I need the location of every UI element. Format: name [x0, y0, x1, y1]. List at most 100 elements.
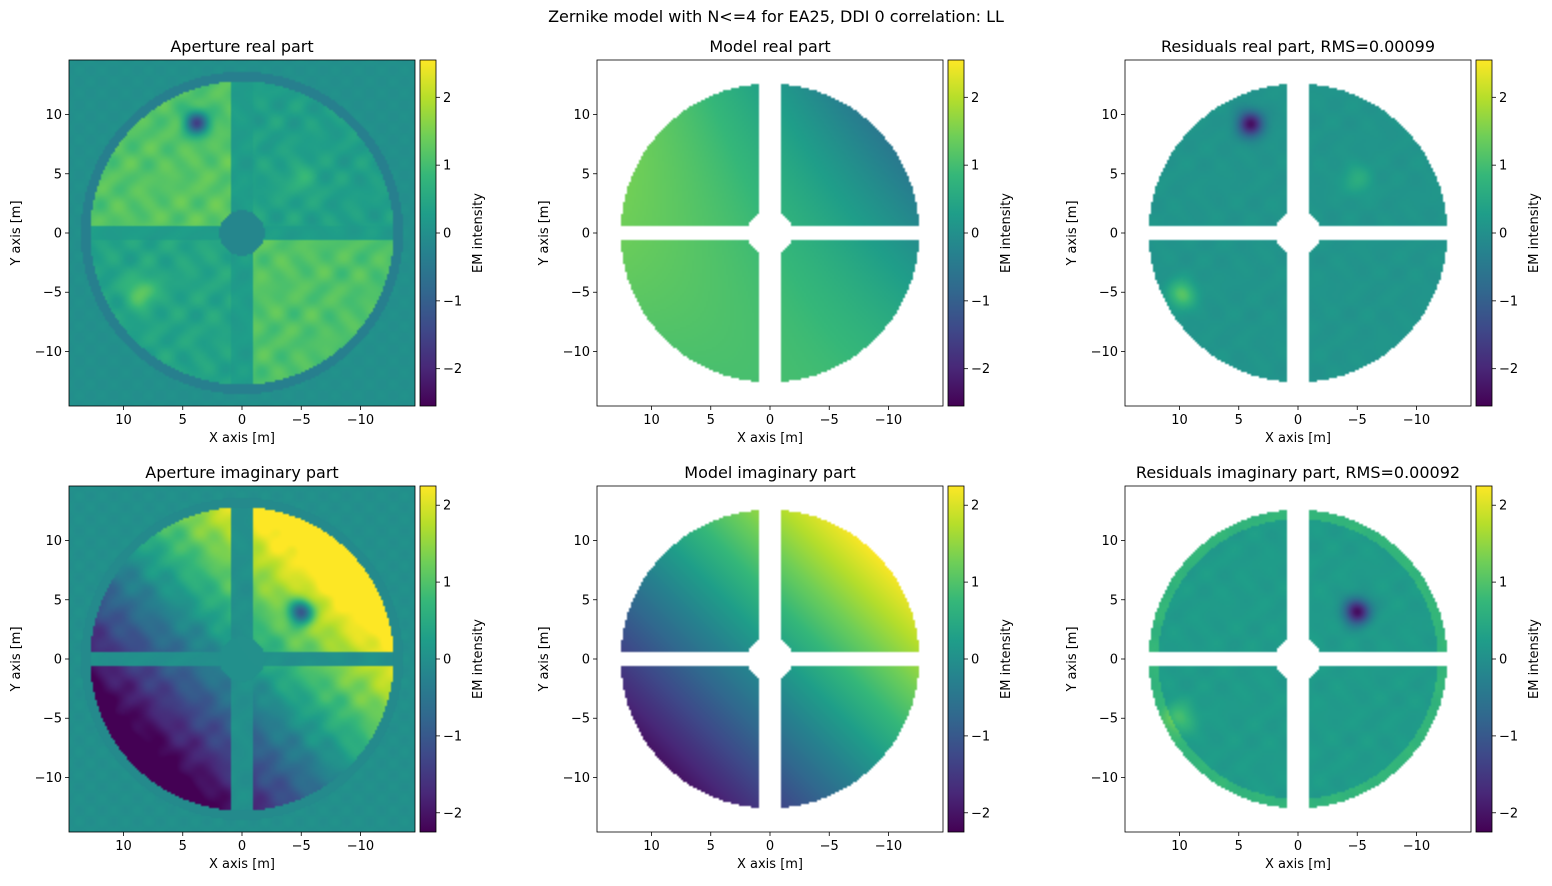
x-tick-label: 5 — [179, 413, 187, 428]
x-tick-label: −10 — [347, 839, 374, 854]
panel-model-imag: Model imaginary part 10 5 0 −5 −10 10 5 0 −5 −10 X … — [528, 462, 1048, 882]
colorbar-tick-label: 0 — [971, 653, 979, 668]
x-axis-label: X axis [m] — [1265, 431, 1331, 446]
x-tick-label: 0 — [766, 413, 774, 428]
colorbar-tick-label: 1 — [971, 576, 979, 591]
x-tick-label: −10 — [875, 839, 902, 854]
y-tick-label: 10 — [573, 534, 590, 549]
y-tick-label: −10 — [1091, 345, 1118, 360]
y-tick-label: −5 — [43, 286, 62, 301]
x-tick-label: −5 — [292, 413, 311, 428]
axes-title: Residuals real part, RMS=0.00099 — [1161, 37, 1435, 56]
colorbar-tick-label: −1 — [1499, 729, 1518, 744]
y-tick-label: 5 — [1110, 167, 1118, 182]
x-tick-label: 10 — [115, 413, 132, 428]
colorbar-tick-label: 2 — [443, 91, 451, 106]
x-tick-label: 5 — [707, 413, 715, 428]
colorbar-tick-label: −2 — [443, 806, 462, 821]
panel-residuals-real: Residuals real part, RMS=0.00099 10 5 0 −5 −1… — [1056, 36, 1552, 456]
colorbar-label: EM intensity — [471, 619, 486, 699]
x-tick-label: 0 — [1294, 413, 1302, 428]
colorbar-tick-label: −1 — [1499, 294, 1518, 309]
y-tick-label: −5 — [571, 286, 590, 301]
y-tick-label: −5 — [571, 712, 590, 727]
colorbar-tick-label: −1 — [971, 294, 990, 309]
panel-aperture-imag: Aperture imaginary part 10 5 0 −5 −10 10 5 0 −5 −1… — [0, 462, 520, 882]
y-tick-label: −10 — [35, 345, 62, 360]
y-tick-label: 0 — [1110, 653, 1118, 668]
x-tick-label: −5 — [1348, 413, 1367, 428]
y-tick-label: 10 — [1101, 534, 1118, 549]
colorbar-tick-label: 0 — [971, 227, 979, 242]
colorbar-label: EM intensity — [999, 193, 1014, 273]
colorbar — [420, 486, 436, 832]
x-tick-label: −5 — [1348, 839, 1367, 854]
x-tick-label: −5 — [820, 413, 839, 428]
colorbar-tick-label: −2 — [1499, 806, 1518, 821]
heatmap-image — [69, 60, 415, 406]
y-tick-label: 10 — [45, 108, 62, 123]
axes-title: Aperture real part — [170, 37, 313, 56]
colorbar-tick-label: −1 — [443, 729, 462, 744]
colorbar-tick-label: 1 — [1499, 576, 1507, 591]
y-tick-label: −10 — [563, 345, 590, 360]
x-tick-label: 0 — [766, 839, 774, 854]
y-tick-label: −10 — [563, 771, 590, 786]
colorbar — [1476, 486, 1492, 832]
x-tick-label: −10 — [1403, 413, 1430, 428]
x-tick-label: 5 — [179, 839, 187, 854]
y-tick-label: 0 — [1110, 227, 1118, 242]
x-tick-label: 0 — [238, 413, 246, 428]
x-tick-label: −10 — [347, 413, 374, 428]
heatmap-image — [597, 60, 943, 406]
x-axis-label: X axis [m] — [737, 431, 803, 446]
x-tick-label: −10 — [875, 413, 902, 428]
colorbar-label: EM intensity — [1527, 619, 1542, 699]
colorbar-tick-label: 2 — [1499, 499, 1507, 514]
y-tick-label: 0 — [54, 227, 62, 242]
x-tick-label: −10 — [1403, 839, 1430, 854]
panel-aperture-real: Aperture real part 10 5 0 −5 −10 10 5 0 −5 −10 X ax… — [0, 36, 520, 456]
x-axis-label: X axis [m] — [737, 857, 803, 872]
y-axis-label: Y axis [m] — [9, 626, 24, 692]
heatmap-image — [1125, 486, 1471, 832]
colorbar-tick-label: −1 — [971, 729, 990, 744]
y-tick-label: 5 — [54, 593, 62, 608]
y-tick-label: −5 — [1099, 712, 1118, 727]
x-tick-label: 5 — [707, 839, 715, 854]
y-tick-label: −5 — [1099, 286, 1118, 301]
y-tick-label: −10 — [1091, 771, 1118, 786]
colorbar-tick-label: 2 — [1499, 91, 1507, 106]
heatmap-image — [1125, 60, 1471, 406]
colorbar-tick-label: 2 — [971, 91, 979, 106]
y-tick-label: 0 — [582, 653, 590, 668]
y-tick-label: −5 — [43, 712, 62, 727]
y-axis-label: Y axis [m] — [537, 200, 552, 266]
y-axis-label: Y axis [m] — [1065, 626, 1080, 692]
heatmap-image — [69, 486, 415, 832]
colorbar-tick-label: 1 — [971, 159, 979, 174]
x-tick-label: 10 — [1171, 839, 1188, 854]
panel-residuals-imag: Residuals imaginary part, RMS=0.00092 10 5… — [1056, 462, 1552, 882]
colorbar-tick-label: 1 — [443, 159, 451, 174]
colorbar-tick-label: −2 — [971, 362, 990, 377]
y-tick-label: 0 — [54, 653, 62, 668]
y-axis-label: Y axis [m] — [537, 626, 552, 692]
x-tick-label: 0 — [238, 839, 246, 854]
colorbar-tick-label: 1 — [443, 576, 451, 591]
axes-title: Model imaginary part — [684, 463, 855, 482]
colorbar-tick-label: 0 — [1499, 653, 1507, 668]
x-tick-label: 5 — [1235, 413, 1243, 428]
x-axis-label: X axis [m] — [209, 431, 275, 446]
colorbar-tick-label: 2 — [443, 499, 451, 514]
y-tick-label: 5 — [1110, 593, 1118, 608]
x-axis-label: X axis [m] — [209, 857, 275, 872]
colorbar — [948, 60, 964, 406]
y-axis-label: Y axis [m] — [9, 200, 24, 266]
